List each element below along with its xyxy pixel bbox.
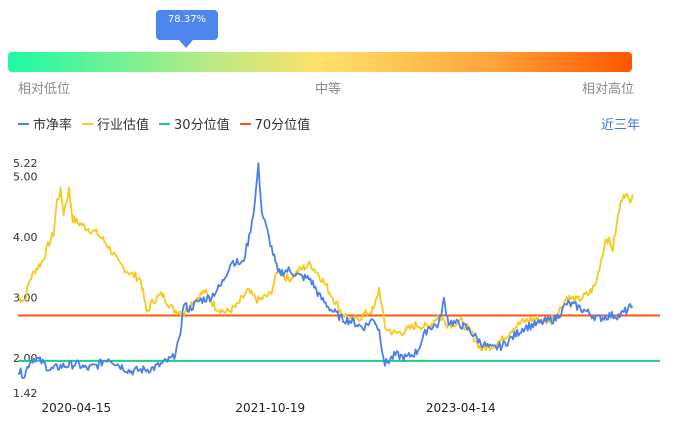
percentile-gradient-bar <box>8 52 632 72</box>
high-level-label: 相对高位 <box>582 82 635 97</box>
legend-item-industry[interactable]: 行业估值 <box>82 114 149 133</box>
x-tick-label: 2021-10-19 <box>235 401 305 415</box>
x-tick-label: 2023-04-14 <box>426 401 496 415</box>
mid-level-label: 中等 <box>315 82 342 97</box>
legend-item-pb[interactable]: 市净率 <box>18 114 72 133</box>
legend-item-p70[interactable]: 70分位值 <box>239 114 311 133</box>
percentile-tooltip: 78.37% <box>156 10 218 40</box>
tooltip-arrow <box>179 40 193 48</box>
y-tick-label: 5.00 <box>13 170 38 183</box>
series-lines <box>17 162 660 380</box>
x-axis-ticks: 2020-04-15 2021-10-19 2023-04-14 <box>41 401 495 415</box>
low-level-label: 相对低位 <box>18 82 71 97</box>
period-selector[interactable]: 近三年 <box>600 118 640 133</box>
legend-swatch-p70 <box>239 122 251 125</box>
series-line-industry <box>17 186 634 352</box>
legend-label-pb: 市净率 <box>33 118 73 133</box>
series-line-pb <box>17 162 634 380</box>
legend-item-p30[interactable]: 30分位值 <box>159 114 230 133</box>
legend-swatch-pb <box>18 122 29 125</box>
legend-swatch-industry <box>82 122 94 125</box>
chart-legend: 市净率 行业估值 30分位值 70分位值 <box>18 114 320 133</box>
legend-label-industry: 行业估值 <box>97 118 150 133</box>
x-tick-label: 2020-04-15 <box>41 401 111 415</box>
legend-label-p30: 30分位值 <box>174 118 230 133</box>
y-tick-label: 5.22 <box>13 157 38 170</box>
y-tick-label: 4.00 <box>13 231 38 244</box>
y-axis-ticks: 1.422.003.004.005.005.22 <box>13 157 38 400</box>
legend-swatch-p30 <box>159 122 171 125</box>
percentile-value: 78.37% <box>167 14 207 25</box>
y-tick-label: 1.42 <box>13 387 38 400</box>
legend-label-p70: 70分位值 <box>254 118 311 133</box>
